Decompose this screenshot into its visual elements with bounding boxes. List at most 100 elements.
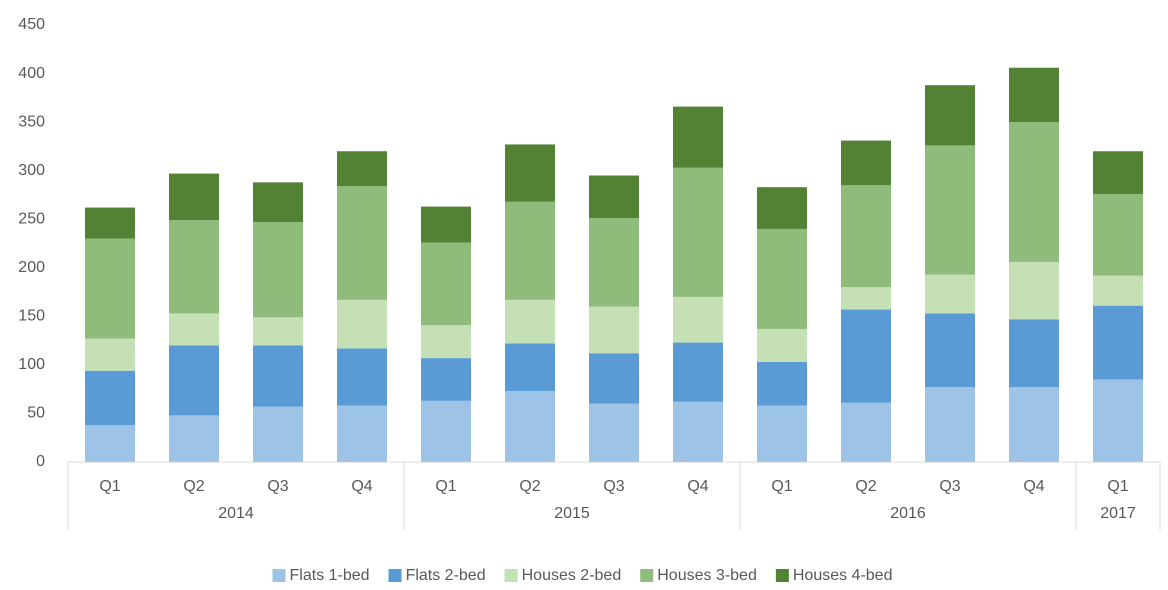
legend-label: Flats 1-bed [290, 567, 370, 584]
group-label: 2014 [218, 505, 254, 522]
bar-segment [673, 106, 723, 168]
legend-label: Houses 3-bed [657, 567, 757, 584]
bar-segment [421, 400, 471, 462]
legend-label: Houses 2-bed [522, 567, 622, 584]
bar-segment [1009, 67, 1059, 123]
bar-segment [337, 405, 387, 462]
bar-segment [505, 343, 555, 392]
x-tick-label: Q4 [1023, 478, 1044, 495]
legend-swatch [504, 569, 518, 582]
x-tick-label: Q1 [1107, 478, 1128, 495]
bar-segment [85, 370, 135, 426]
bar-segment [1093, 379, 1143, 462]
bar-segment [1009, 122, 1059, 262]
bar-segment [253, 406, 303, 462]
y-tick-label: 300 [18, 162, 45, 179]
bar-segment [673, 342, 723, 402]
x-tick-label: Q3 [603, 478, 624, 495]
bar-segment [169, 173, 219, 221]
legend-label: Houses 4-bed [793, 567, 893, 584]
group-label: 2016 [890, 505, 926, 522]
bar-segment [421, 325, 471, 359]
bar-segment [673, 401, 723, 462]
group-label: 2017 [1100, 505, 1136, 522]
bar-segment [505, 299, 555, 344]
bar-segment [757, 328, 807, 362]
bar-segment [1009, 261, 1059, 320]
bar-segment [169, 345, 219, 416]
bar-segment [85, 425, 135, 462]
bar-segment [757, 361, 807, 406]
bar-segment [421, 358, 471, 401]
x-tick-label: Q1 [99, 478, 120, 495]
bar-segment [925, 145, 975, 275]
bar-segment [757, 228, 807, 329]
x-tick-label: Q3 [939, 478, 960, 495]
bar-segment [1009, 387, 1059, 462]
y-tick-label: 400 [18, 65, 45, 82]
y-tick-label: 100 [18, 356, 45, 373]
legend-swatch [640, 569, 654, 582]
group-label: 2015 [554, 505, 590, 522]
x-tick-label: Q2 [183, 478, 204, 495]
x-tick-label: Q4 [687, 478, 708, 495]
bar-segment [589, 218, 639, 307]
bar-segment [1093, 151, 1143, 194]
bar-segment [673, 296, 723, 343]
bar-segment [841, 402, 891, 462]
legend-label: Flats 2-bed [406, 567, 486, 584]
bar-segment [337, 186, 387, 300]
bar-segment [589, 403, 639, 462]
y-tick-label: 50 [27, 405, 45, 422]
bar-segment [589, 353, 639, 404]
x-tick-label: Q1 [771, 478, 792, 495]
y-tick-label: 350 [18, 113, 45, 130]
bar-segment [85, 238, 135, 339]
y-tick-label: 250 [18, 210, 45, 227]
bar-segment [505, 144, 555, 202]
bar-segment [673, 167, 723, 297]
bar-segment [1093, 275, 1143, 306]
bar-segment [85, 338, 135, 371]
bar-segment [337, 348, 387, 406]
bar-segment [841, 185, 891, 288]
bar-segment [421, 242, 471, 326]
x-tick-label: Q4 [351, 478, 372, 495]
x-tick-label: Q2 [855, 478, 876, 495]
bar-segment [505, 391, 555, 462]
x-tick-label: Q3 [267, 478, 288, 495]
y-tick-label: 0 [36, 453, 45, 470]
bar-segment [925, 85, 975, 146]
bar-segment [169, 313, 219, 346]
y-tick-label: 200 [18, 259, 45, 276]
bar-segment [253, 345, 303, 407]
bar-segment [1093, 305, 1143, 380]
legend-swatch [775, 569, 789, 582]
bar-segment [1009, 319, 1059, 388]
bar-segment [85, 207, 135, 239]
x-tick-label: Q2 [519, 478, 540, 495]
bar-segment [505, 201, 555, 300]
legend-swatch [272, 569, 286, 582]
bar-segment [169, 220, 219, 314]
bar-segment [925, 313, 975, 388]
bar-segment [1093, 193, 1143, 276]
bar-segment [337, 299, 387, 349]
bar-segment [253, 182, 303, 223]
bar-segment [841, 309, 891, 403]
bar-segment [589, 306, 639, 354]
bar-segment [925, 274, 975, 314]
bar-segment [421, 206, 471, 243]
x-tick-label: Q1 [435, 478, 456, 495]
bar-segment [253, 317, 303, 346]
bar-segment [841, 287, 891, 310]
legend-swatch [388, 569, 402, 582]
bar-segment [925, 387, 975, 462]
y-tick-label: 150 [18, 308, 45, 325]
bar-segment [253, 222, 303, 318]
bar-segment [589, 175, 639, 219]
bar-segment [169, 415, 219, 462]
bar-segment [337, 151, 387, 187]
bar-segment [841, 140, 891, 186]
